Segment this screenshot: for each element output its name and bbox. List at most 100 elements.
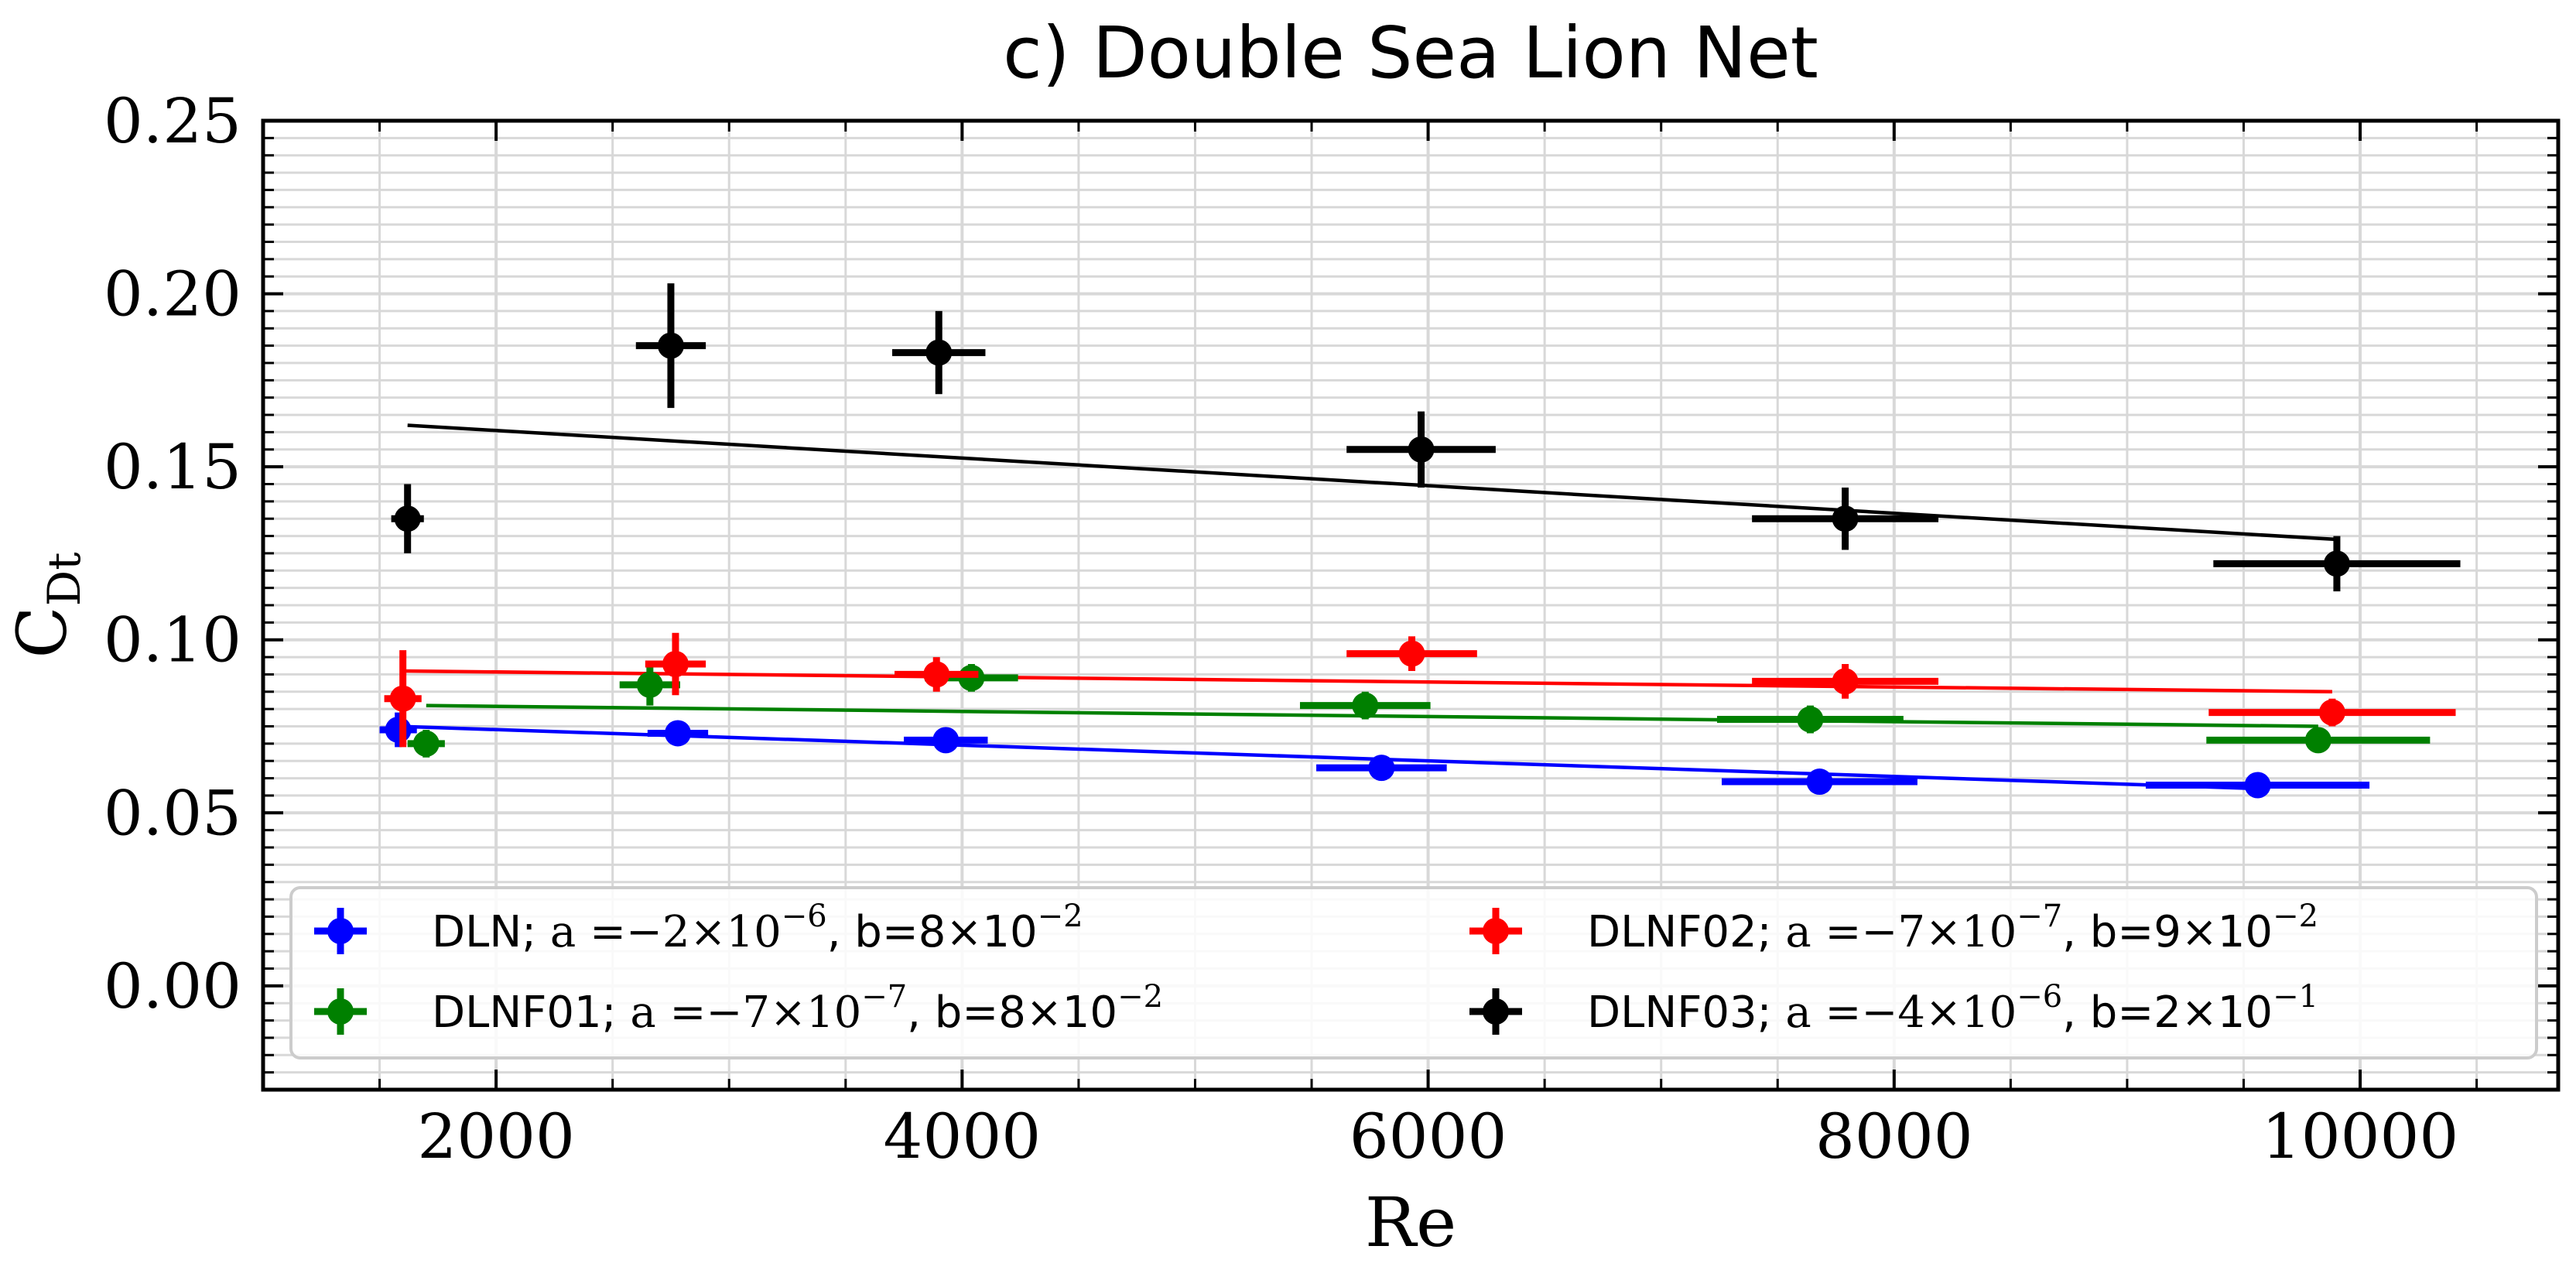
legend-name: DLN; [432, 907, 550, 957]
marker [1806, 769, 1833, 796]
legend-item-dln: DLN; a =−2×10−6, b=8×10−2 [314, 899, 1083, 957]
marker [925, 339, 953, 366]
legend-item-dlnf01: DLNF01; a =−7×10−7, b=8×10−2 [314, 979, 1163, 1038]
x-tick-label: 10000 [2262, 1101, 2459, 1172]
data-point-dln [647, 720, 709, 747]
data-point-dlnf02 [1346, 636, 1477, 671]
x-axis-label: Re [1365, 1183, 1456, 1262]
marker [2304, 727, 2331, 754]
marker [1797, 706, 1824, 733]
legend-a-label: a = [1785, 988, 1861, 1038]
marker [385, 716, 412, 743]
legend-b-text: , b=9×10 [2062, 907, 2273, 957]
x-tick-label: 4000 [884, 1101, 1042, 1172]
marker [1352, 692, 1379, 719]
legend-name: DLNF03; [1587, 988, 1785, 1038]
data-point-dlnf01 [619, 664, 680, 706]
marker [923, 661, 950, 688]
data-point-dlnf02 [895, 657, 979, 692]
y-tick-label: 0.15 [104, 431, 241, 503]
legend-a-value: −2×10 [626, 907, 782, 957]
legend-b-exponent: −2 [1117, 979, 1163, 1015]
data-point-dln [904, 727, 988, 754]
legend-a-exponent: −7 [861, 979, 907, 1015]
data-points [379, 283, 2461, 799]
data-point-dlnf02 [1752, 664, 1939, 699]
x-axis-label-text: Re [1365, 1183, 1456, 1262]
data-point-dlnf03 [1752, 487, 1939, 550]
legend-name: DLNF01; [432, 988, 630, 1038]
data-point-dln [1721, 769, 1917, 796]
legend-label: DLNF01; a =−7×10−7, b=8×10−2 [432, 979, 1163, 1038]
marker [2244, 772, 2271, 799]
marker [932, 727, 960, 754]
svg-text:CDt: CDt [2, 552, 91, 658]
data-point-dlnf01 [407, 729, 445, 758]
legend-marker [327, 918, 354, 944]
legend-label: DLNF03; a =−4×10−6, b=2×10−1 [1587, 979, 2318, 1038]
legend-a-value: −7×10 [1861, 907, 2017, 957]
fit-line-dlnf03 [407, 423, 2338, 542]
legend-marker [1483, 998, 1509, 1025]
y-tick-label: 0.20 [104, 258, 241, 330]
legend-box [289, 886, 2538, 1059]
data-point-dlnf01 [2206, 727, 2431, 754]
marker [412, 730, 440, 757]
marker [664, 720, 691, 747]
legend-b-exponent: −2 [1038, 899, 1083, 934]
y-axis-label-subscript: Dt [38, 552, 91, 606]
data-point-dlnf01 [1299, 691, 1431, 720]
data-point-dlnf03 [1346, 411, 1496, 488]
data-point-dln [1316, 755, 1447, 782]
legend-b-exponent: −2 [2273, 899, 2318, 934]
legend-a-value: −7×10 [706, 988, 861, 1038]
legend-a-exponent: −6 [2017, 979, 2062, 1015]
marker [394, 505, 421, 532]
legend-b-text: , b=2×10 [2062, 988, 2273, 1038]
legend-a-label: a = [1785, 907, 1861, 957]
marker [1368, 755, 1395, 782]
legend-b-exponent: −1 [2273, 979, 2318, 1015]
data-point-dlnf03 [391, 484, 424, 553]
data-point-dlnf03 [635, 283, 706, 409]
y-axis-label-main: C [2, 606, 82, 658]
marker [1408, 436, 1435, 463]
legend-item-dlnf02: DLNF02; a =−7×10−7, b=9×10−2 [1469, 899, 2318, 957]
y-tick-label: 0.25 [104, 85, 241, 157]
legend-marker [1483, 918, 1509, 944]
legend-item-dlnf03: DLNF03; a =−4×10−6, b=2×10−1 [1469, 979, 2318, 1038]
data-point-dlnf03 [2213, 536, 2461, 592]
data-point-dlnf03 [892, 310, 986, 395]
marker [1832, 668, 1859, 695]
legend-a-exponent: −7 [2017, 899, 2062, 934]
x-tick-label: 6000 [1350, 1101, 1507, 1172]
legend-b-text: , b=8×10 [907, 988, 1117, 1038]
marker [1832, 505, 1859, 532]
ticks: 2000 4000 6000 8000 10000 0.00 0.05 0.10 0.15 0.2… [104, 85, 2558, 1172]
fit-line-dlnf02 [402, 669, 2332, 694]
x-tick-label: 8000 [1815, 1101, 1973, 1172]
y-tick-label: 0.10 [104, 604, 241, 676]
marker [662, 651, 689, 678]
marker [657, 332, 684, 359]
data-point-dln [2146, 772, 2370, 799]
data-point-dlnf02 [645, 632, 706, 696]
data-point-dlnf02 [384, 650, 422, 748]
y-axis-label: CDt [2, 552, 91, 658]
x-tick-label: 2000 [417, 1101, 575, 1172]
legend-name: DLNF02; [1587, 907, 1785, 957]
legend-a-label: a = [550, 907, 626, 957]
y-tick-label: 0.00 [104, 950, 241, 1022]
chart-title: c) Double Sea Lion Net [1003, 12, 1818, 94]
legend-b-text: , b=8×10 [827, 907, 1038, 957]
legend-a-label: a = [630, 988, 706, 1038]
marker [2318, 699, 2345, 726]
legend-marker [327, 998, 354, 1025]
marker [1398, 640, 1425, 667]
legend-a-value: −4×10 [1861, 988, 2017, 1038]
data-point-dlnf01 [1716, 705, 1904, 734]
marker [2323, 550, 2350, 577]
legend-label: DLNF02; a =−7×10−7, b=9×10−2 [1587, 899, 2318, 957]
legend-a-exponent: −6 [782, 899, 827, 934]
